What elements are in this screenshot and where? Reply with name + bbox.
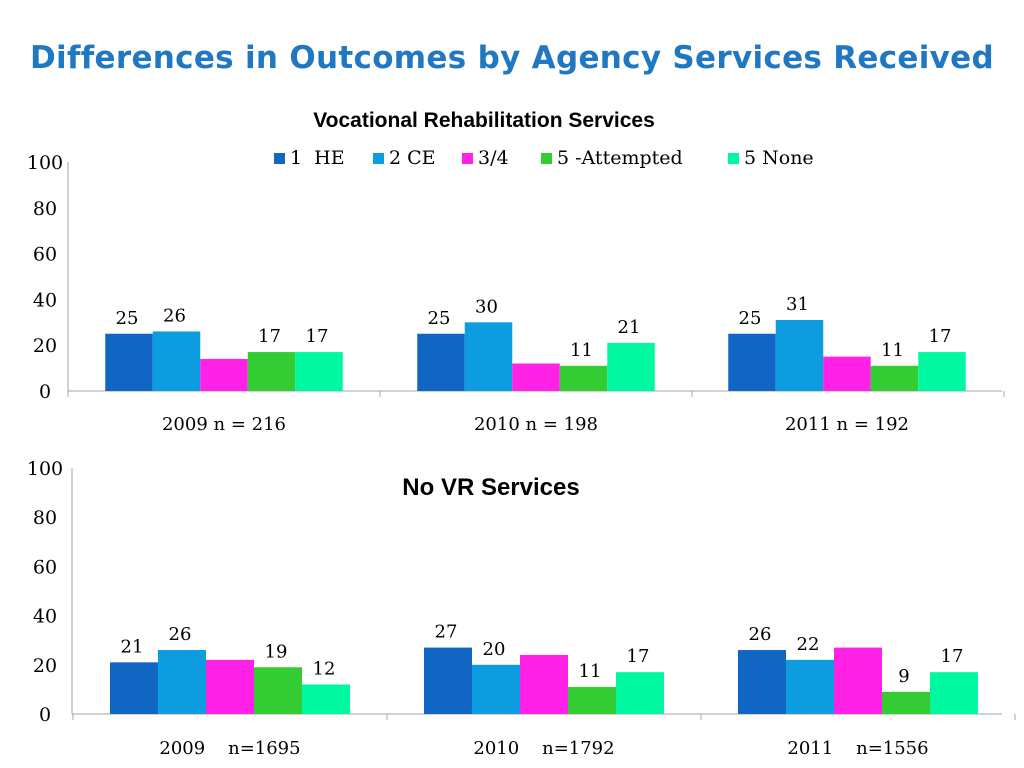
data-label: 11 (579, 661, 602, 682)
chart-vr-services: 0 20 40 60 80 100 2009 n = 216 2010 n = 198 2011… (27, 109, 1005, 435)
data-label: 26 (749, 624, 772, 645)
y-tick-label: 80 (33, 198, 57, 220)
category-label: 2009 n = 216 (162, 414, 286, 435)
y-tick-label: 80 (33, 507, 57, 529)
bar-vr (775, 320, 824, 391)
bar-vr (200, 358, 248, 391)
data-label: 31 (786, 294, 809, 315)
bar-vr (728, 333, 776, 391)
bar-novr (834, 647, 882, 714)
legend-label: 5 None (744, 147, 814, 169)
bar-novr (472, 664, 520, 714)
bar-vr (559, 365, 608, 391)
bar-novr (424, 647, 472, 714)
y-tick-label: 0 (39, 704, 51, 726)
data-label: 17 (941, 646, 964, 667)
bar-novr (302, 684, 350, 714)
y-tick-label: 100 (27, 152, 63, 174)
bar-vr (247, 352, 296, 391)
data-label: 12 (313, 658, 336, 679)
category-label: 2010 n = 198 (474, 414, 598, 435)
y-tick-label: 60 (33, 244, 57, 266)
bar-vr (918, 352, 966, 391)
bar-novr (520, 654, 568, 714)
bar-novr (254, 667, 302, 714)
bar-vr (417, 333, 465, 391)
category-label: 2010 n=1792 (473, 738, 614, 759)
chart-title: No VR Services (402, 474, 579, 501)
y-tick-label: 40 (33, 606, 57, 628)
data-label: 11 (881, 340, 904, 361)
bar-vr (295, 352, 343, 391)
data-label: 17 (627, 646, 650, 667)
slide-title: Differences in Outcomes by Agency Servic… (30, 40, 994, 76)
data-label: 11 (570, 340, 593, 361)
legend-swatch (274, 153, 285, 164)
chart-title: Vocational Rehabilitation Services (313, 109, 655, 132)
data-label: 22 (797, 634, 820, 655)
y-tick-label: 100 (27, 458, 63, 480)
bar-vr (105, 333, 153, 391)
bar-novr (206, 659, 254, 714)
legend-label: 3/4 (478, 147, 509, 169)
data-label: 26 (163, 305, 186, 326)
legend-swatch (728, 153, 739, 164)
bar-vr (512, 363, 560, 391)
y-tick-label: 20 (33, 335, 57, 357)
y-tick-label: 20 (33, 655, 57, 677)
bar-vr (607, 342, 655, 391)
category-label: 2011 n=1556 (787, 738, 928, 759)
data-label: 9 (898, 666, 909, 687)
legend-label: 1 HE (290, 147, 345, 169)
bar-novr (110, 662, 158, 714)
y-tick-label: 60 (33, 556, 57, 578)
bar-vr (823, 356, 871, 391)
data-label: 25 (739, 308, 762, 329)
bar-vr (152, 331, 201, 391)
data-label: 21 (121, 636, 144, 657)
bar-novr (738, 650, 786, 714)
data-label: 19 (265, 641, 288, 662)
y-tick-label: 40 (33, 289, 57, 311)
bar-novr (930, 672, 978, 714)
category-label: 2011 n = 192 (785, 414, 909, 435)
y-tick-label: 0 (39, 381, 51, 403)
chart-no-vr-services: 0 20 40 60 80 100 2009 n=1695 2010 n=1792 2011 n… (27, 458, 1016, 759)
data-label: 30 (475, 296, 498, 317)
legend-swatch (373, 153, 384, 164)
legend-label: 5 -Attempted (557, 147, 683, 169)
data-label: 17 (258, 326, 281, 347)
legend-label: 2 CE (389, 147, 436, 169)
bar-vr (870, 365, 919, 391)
bar-novr (158, 650, 206, 714)
data-label: 25 (116, 308, 139, 329)
data-label: 27 (435, 622, 458, 643)
bar-novr (882, 691, 930, 714)
bar-novr (786, 659, 834, 714)
legend-swatch (541, 153, 552, 164)
data-label: 20 (483, 639, 506, 660)
legend-swatch (462, 153, 473, 164)
bar-novr (616, 672, 664, 714)
category-label: 2009 n=1695 (159, 738, 300, 759)
data-label: 25 (428, 308, 451, 329)
bar-vr (464, 322, 513, 391)
bar-novr (568, 686, 616, 714)
data-label: 17 (306, 326, 329, 347)
data-label: 21 (618, 317, 641, 338)
data-label: 26 (169, 624, 192, 645)
data-label: 17 (929, 326, 952, 347)
